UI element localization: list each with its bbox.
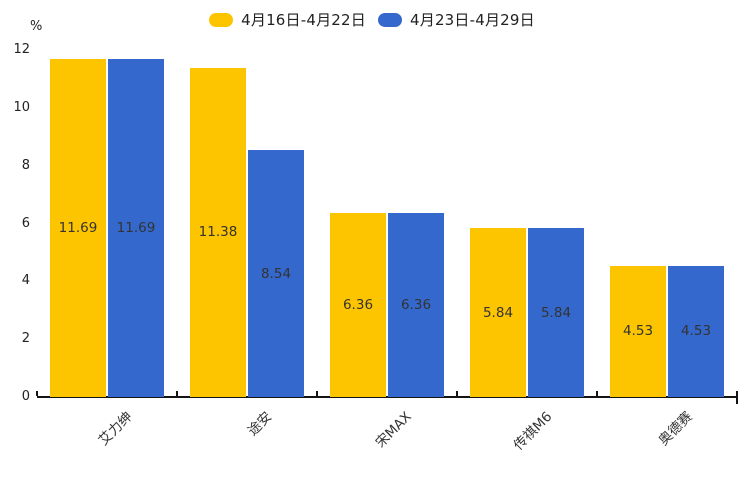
category-label: 艾力绅 — [95, 408, 136, 449]
bar-series2: 11.69 — [108, 58, 164, 397]
bar-series1: 6.36 — [330, 213, 386, 397]
legend: 4月16日-4月22日 4月23日-4月29日 — [0, 9, 744, 30]
bar-series1: 11.38 — [190, 67, 246, 397]
bar-series2: 6.36 — [388, 213, 444, 397]
bar-value-label: 6.36 — [342, 297, 374, 314]
bar-value-label: 5.84 — [482, 304, 514, 321]
bar-value-label: 11.69 — [116, 219, 156, 236]
legend-item: 4月23日-4月29日 — [378, 9, 535, 30]
legend-swatch — [209, 12, 234, 27]
bar-value-label: 5.84 — [540, 304, 572, 321]
x-axis-tick — [736, 391, 738, 396]
bar-series1: 11.69 — [50, 58, 106, 397]
category-label: 途安 — [244, 408, 276, 440]
bar-value-label: 4.53 — [680, 323, 712, 340]
x-axis-end-tick — [736, 398, 738, 404]
bar-value-label: 4.53 — [622, 323, 654, 340]
bar-series2: 8.54 — [248, 150, 304, 397]
x-axis-tick — [176, 391, 178, 396]
bar-value-label: 11.69 — [58, 219, 98, 236]
y-axis-tick-label: 2 — [21, 331, 30, 347]
x-axis-tick — [36, 391, 38, 396]
legend-item: 4月16日-4月22日 — [209, 9, 366, 30]
x-axis-tick — [456, 391, 458, 396]
x-axis-tick — [316, 391, 318, 396]
x-axis-line — [37, 396, 738, 398]
y-axis-unit-label: % — [30, 19, 43, 34]
bar-series2: 4.53 — [668, 266, 724, 397]
category-label: 宋MAX — [372, 408, 416, 452]
y-axis-tick-label: 10 — [13, 99, 30, 115]
legend-label: 4月23日-4月29日 — [410, 11, 535, 29]
bar-series2: 5.84 — [528, 228, 584, 397]
y-axis-tick-label: 0 — [21, 389, 30, 404]
x-axis-tick — [596, 391, 598, 396]
y-axis-tick-label: 8 — [21, 157, 30, 173]
bar-value-label: 11.38 — [198, 224, 238, 241]
y-axis-tick-label: 4 — [21, 273, 30, 289]
y-axis-tick-label: 6 — [21, 215, 30, 231]
category-label: 传祺M6 — [510, 408, 556, 454]
category-label: 奥德赛 — [655, 408, 696, 449]
bar-series1: 4.53 — [610, 266, 666, 397]
bar-series1: 5.84 — [470, 228, 526, 397]
y-axis-tick-label: 12 — [13, 42, 30, 57]
bar-value-label: 6.36 — [400, 297, 432, 314]
legend-swatch — [378, 12, 402, 27]
legend-label: 4月16日-4月22日 — [241, 11, 366, 29]
bar-value-label: 8.54 — [260, 265, 292, 282]
